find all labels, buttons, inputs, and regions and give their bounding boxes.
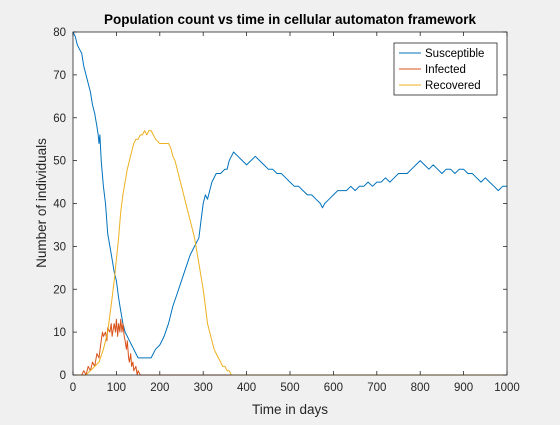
legend-label-recovered: Recovered [425,80,481,92]
x-tick-label: 600 [324,382,343,394]
ticks-layer: 0 100 200 300 400 500 600 700 800 900 1000 0 10 20 30 4… [53,27,520,394]
x-tick-label: 900 [454,382,473,394]
y-tick-label: 0 [60,370,66,382]
x-tick-label: 500 [280,382,299,394]
chart-title: Population count vs time in cellular aut… [104,12,477,27]
y-tick-label: 80 [53,27,66,39]
y-axis-label: Number of individuals [34,138,49,268]
x-tick-label: 400 [237,382,256,394]
x-tick-label: 800 [411,382,430,394]
y-tick-label: 20 [53,284,66,296]
legend-label-infected: Infected [425,64,466,76]
x-tick-label: 0 [70,382,76,394]
y-tick-label: 30 [53,241,66,253]
x-tick-label: 200 [150,382,169,394]
series-line-recovered [73,130,507,376]
x-tick-label: 300 [194,382,213,394]
y-tick-label: 60 [53,113,66,125]
legend: Susceptible Infected Recovered [393,42,498,96]
y-tick-label: 50 [53,156,66,168]
y-tick-label: 70 [53,70,66,82]
y-tick-label: 40 [53,199,66,211]
legend-label-susceptible: Susceptible [425,48,484,60]
y-tick-label: 10 [53,327,66,339]
x-tick-label: 100 [107,382,126,394]
plot-box [72,31,508,376]
x-tick-label: 1000 [494,382,520,394]
series-line-susceptible [72,31,507,359]
x-axis-label: Time in days [252,402,328,417]
x-tick-label: 700 [367,382,386,394]
